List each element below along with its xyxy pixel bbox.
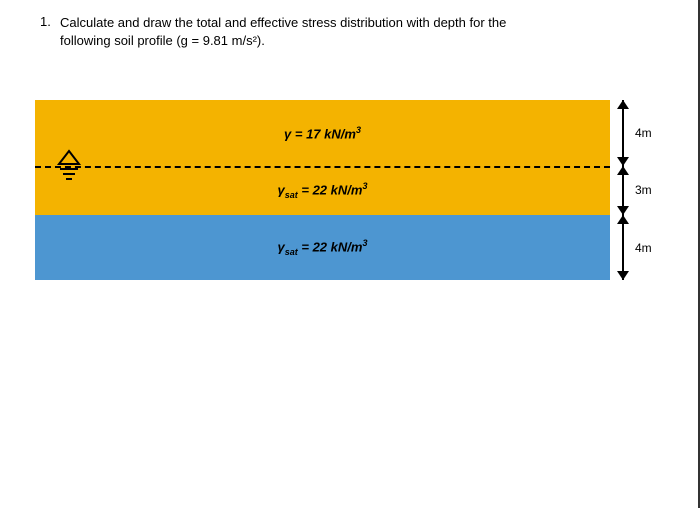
layer-label: γ = 17 kN/m3 xyxy=(284,125,361,141)
question-line1: Calculate and draw the total and effecti… xyxy=(60,15,506,30)
soil-profile-diagram: γ = 17 kN/m3 γsat = 22 kN/m3 γsat = 22 kN/… xyxy=(35,100,675,480)
question-line2: following soil profile (g = 9.81 m/s²). xyxy=(60,33,265,48)
water-table-symbol-icon xyxy=(55,149,83,183)
water-table-line xyxy=(35,166,610,168)
dimension-column: 4m 3m 4m xyxy=(617,100,672,280)
depth-dimension: 4m xyxy=(617,100,672,166)
question-text: Calculate and draw the total and effecti… xyxy=(60,14,620,49)
question-number: 1. xyxy=(40,14,51,29)
dimension-label: 4m xyxy=(635,241,652,255)
layer-label: γsat = 22 kN/m3 xyxy=(278,181,368,200)
dimension-label: 4m xyxy=(635,126,652,140)
soil-layer: γsat = 22 kN/m3 xyxy=(35,166,610,215)
depth-dimension: 4m xyxy=(617,215,672,281)
soil-layer: γ = 17 kN/m3 xyxy=(35,100,610,166)
depth-dimension: 3m xyxy=(617,166,672,215)
dimension-arrow-icon xyxy=(617,100,629,166)
dimension-arrow-icon xyxy=(617,215,629,281)
soil-profile-column: γ = 17 kN/m3 γsat = 22 kN/m3 γsat = 22 kN/… xyxy=(35,100,610,280)
dimension-label: 3m xyxy=(635,183,652,197)
dimension-arrow-icon xyxy=(617,166,629,215)
layer-label: γsat = 22 kN/m3 xyxy=(278,238,368,257)
soil-layer: γsat = 22 kN/m3 xyxy=(35,215,610,281)
